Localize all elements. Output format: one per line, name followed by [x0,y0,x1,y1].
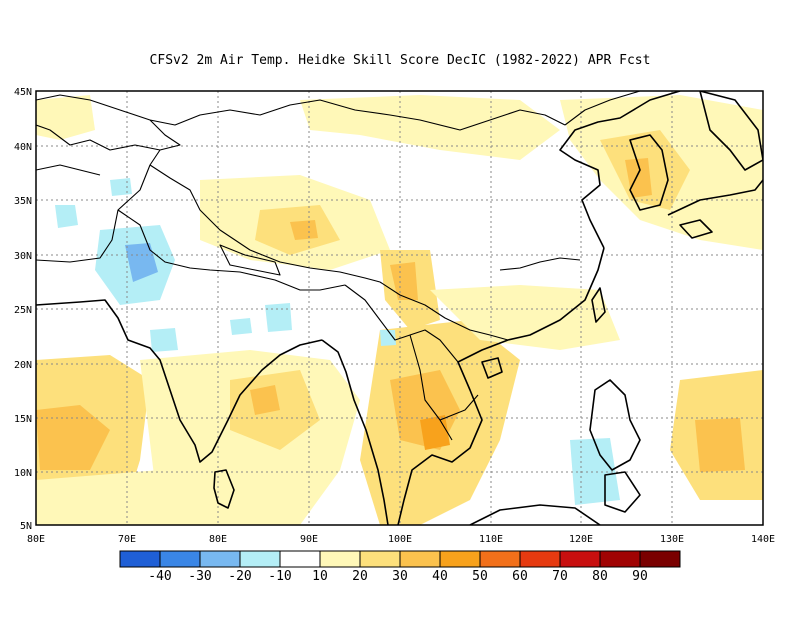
colorbar-label: 60 [512,569,528,584]
colorbar-label: -30 [188,569,211,584]
colorbar-label: 10 [312,569,328,584]
colorbar-box [519,550,561,568]
coastlines [36,91,763,525]
lat-tick: 35N [14,196,32,207]
colorbar-label: 80 [592,569,608,584]
lon-tick: 120E [569,534,593,545]
latitude-axis: 45N 40N 35N 30N 25N 20N 15N 10N 5N [14,87,32,532]
colorbar-label: 70 [552,569,568,584]
longitude-axis: 80E 70E 80E 90E 100E 110E 120E 130E 140E [27,534,775,545]
map-panel [36,91,763,525]
lat-tick: 10N [14,468,32,479]
colorbar-label: 30 [392,569,408,584]
colorbar-box [159,550,201,568]
colorbar-box [399,550,441,568]
colorbar-box [319,550,361,568]
colorbar-label: -40 [148,569,171,584]
colorbar-label: 90 [632,569,648,584]
lat-tick: 20N [14,360,32,371]
colorbar: -40 -30 -20 -10 10 20 30 40 50 60 70 80 … [119,550,681,584]
lon-tick: 100E [388,534,412,545]
lat-tick: 45N [14,87,32,98]
colorbar-box [559,550,601,568]
colorbar-box [359,550,401,568]
lat-tick: 15N [14,414,32,425]
map-frame [35,90,764,526]
colorbar-boxes [119,550,681,568]
lat-tick: 30N [14,251,32,262]
colorbar-label: 40 [432,569,448,584]
map-title: CFSv2 2m Air Temp. Heidke Skill Score De… [150,53,651,68]
colorbar-label: 50 [472,569,488,584]
colorbar-labels: -40 -30 -20 -10 10 20 30 40 50 60 70 80 … [148,569,648,584]
lon-tick: 80E [209,534,227,545]
lon-tick: 110E [479,534,503,545]
colorbar-box [599,550,641,568]
colorbar-box [639,550,681,568]
lon-tick: 130E [660,534,684,545]
colorbar-box [119,550,161,568]
colorbar-box [239,550,281,568]
lon-tick: 140E [751,534,775,545]
graticule [36,91,763,525]
lat-tick: 25N [14,305,32,316]
colorbar-label: -10 [268,569,291,584]
colorbar-box [479,550,521,568]
political-borders [36,91,641,441]
colorbar-box [199,550,241,568]
colorbar-box [279,550,321,568]
colorbar-box [439,550,481,568]
lon-tick: 80E [27,534,45,545]
lat-tick: 5N [20,521,32,532]
skill-shading [36,95,763,525]
colorbar-label: -20 [228,569,251,584]
lon-tick: 90E [300,534,318,545]
lon-tick: 70E [118,534,136,545]
colorbar-label: 20 [352,569,368,584]
lat-tick: 40N [14,142,32,153]
